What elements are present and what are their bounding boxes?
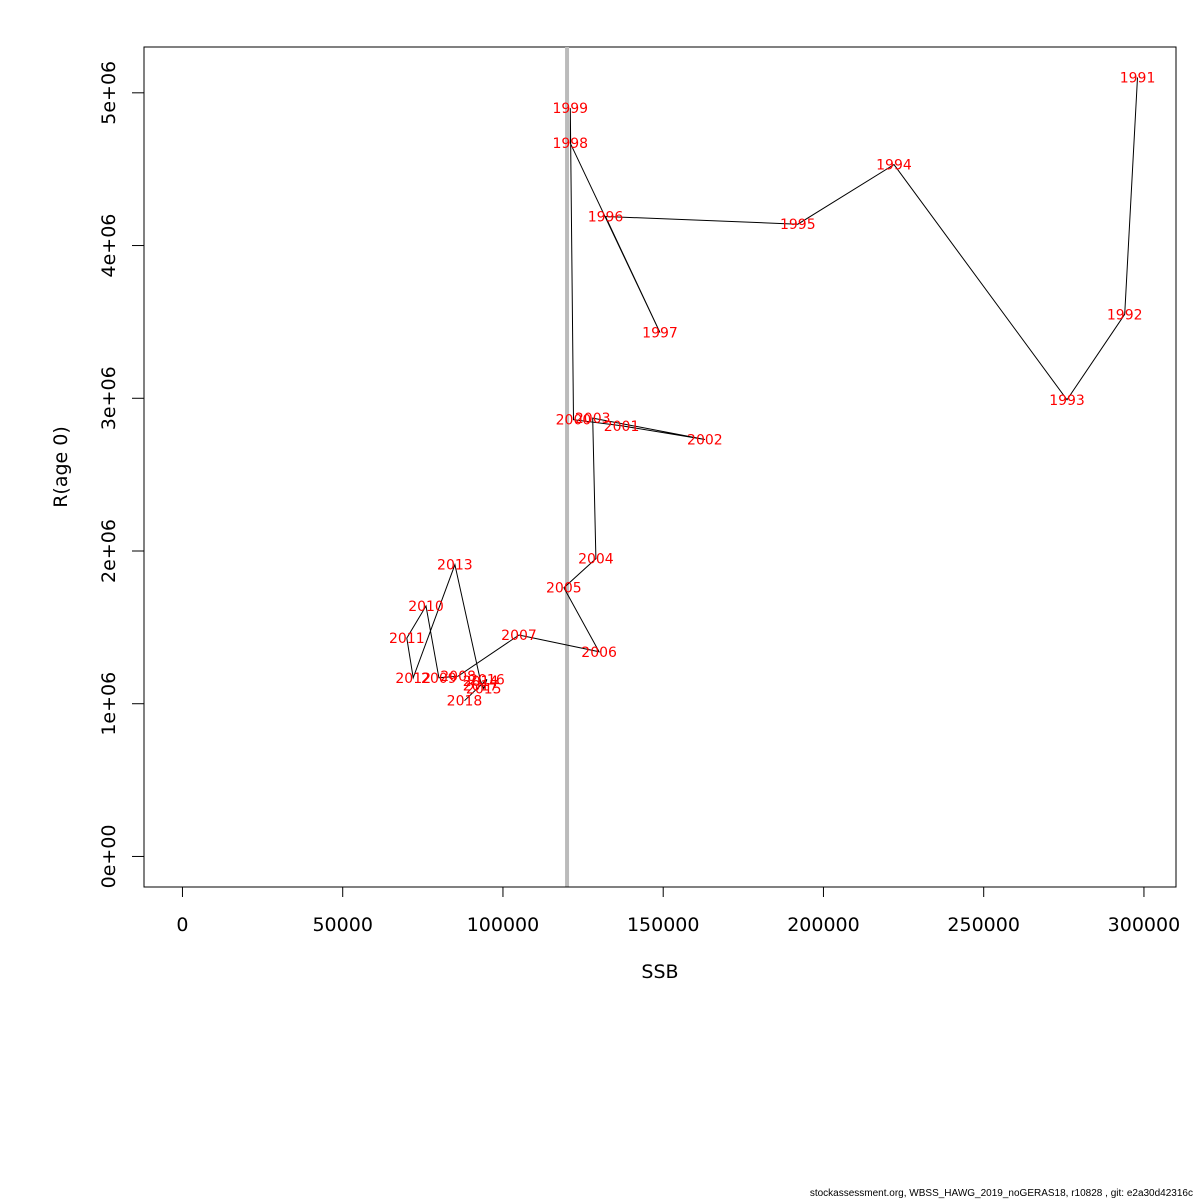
x-tick-label: 300000 [1108, 914, 1181, 936]
y-tick-label: 4e+06 [98, 214, 120, 278]
point-label-1994: 1994 [876, 158, 912, 174]
point-label-2017: 2017 [463, 678, 499, 694]
y-tick-label: 3e+06 [98, 366, 120, 430]
x-axis: 0 50000 100000 150000 200000 250000 300000 [176, 886, 1181, 936]
x-tick-label: 50000 [312, 914, 372, 936]
point-label-2015: 2015 [466, 681, 502, 697]
point-label-2006: 2006 [581, 645, 617, 661]
point-label-1993: 1993 [1049, 393, 1085, 409]
point-label-2004: 2004 [578, 552, 614, 568]
y-axis-title: R(age 0) [50, 426, 72, 508]
point-label-2016: 2016 [469, 672, 505, 688]
point-label-1995: 1995 [780, 217, 816, 233]
point-label-2010: 2010 [408, 599, 444, 615]
x-tick-label: 200000 [787, 914, 860, 936]
point-label-2001: 2001 [604, 419, 640, 435]
plot-frame [143, 46, 1177, 888]
series-line [406, 77, 1138, 702]
point-label-2018: 2018 [447, 694, 483, 710]
x-tick-label: 100000 [467, 914, 540, 936]
point-label-2000: 2000 [556, 413, 592, 429]
footer-credit: stockassessment.org, WBSS_HAWG_2019_noGE… [809, 1188, 1193, 1199]
point-label-2008: 2008 [440, 669, 476, 685]
y-tick-label: 5e+06 [98, 61, 120, 125]
point-label-2003: 2003 [575, 411, 611, 427]
point-label-1999: 1999 [552, 101, 588, 117]
point-label-2002: 2002 [687, 433, 723, 449]
point-label-1991: 1991 [1120, 71, 1156, 87]
point-label-1997: 1997 [642, 326, 678, 342]
point-label-1992: 1992 [1107, 307, 1143, 323]
point-label-2014: 2014 [463, 674, 499, 690]
x-axis-title: SSB [641, 961, 678, 983]
y-axis: 0e+00 1e+06 2e+06 3e+06 4e+06 5e+06 [98, 61, 145, 889]
point-labels: 1991 1992 1993 1994 1995 1996 1997 1998 1999 2000… [389, 71, 1155, 710]
x-tick-label: 150000 [627, 914, 700, 936]
point-label-2012: 2012 [395, 671, 431, 687]
y-tick-label: 0e+00 [98, 825, 120, 889]
point-label-1996: 1996 [588, 210, 624, 226]
point-label-2013: 2013 [437, 558, 473, 574]
point-label-1998: 1998 [552, 136, 588, 152]
y-tick-label: 2e+06 [98, 519, 120, 583]
point-label-2011: 2011 [389, 631, 425, 647]
y-tick-label: 1e+06 [98, 672, 120, 736]
point-label-2009: 2009 [421, 671, 457, 687]
x-tick-label: 0 [176, 914, 188, 936]
point-label-2007: 2007 [501, 628, 537, 644]
point-label-2005: 2005 [546, 581, 582, 597]
x-tick-label: 250000 [947, 914, 1020, 936]
